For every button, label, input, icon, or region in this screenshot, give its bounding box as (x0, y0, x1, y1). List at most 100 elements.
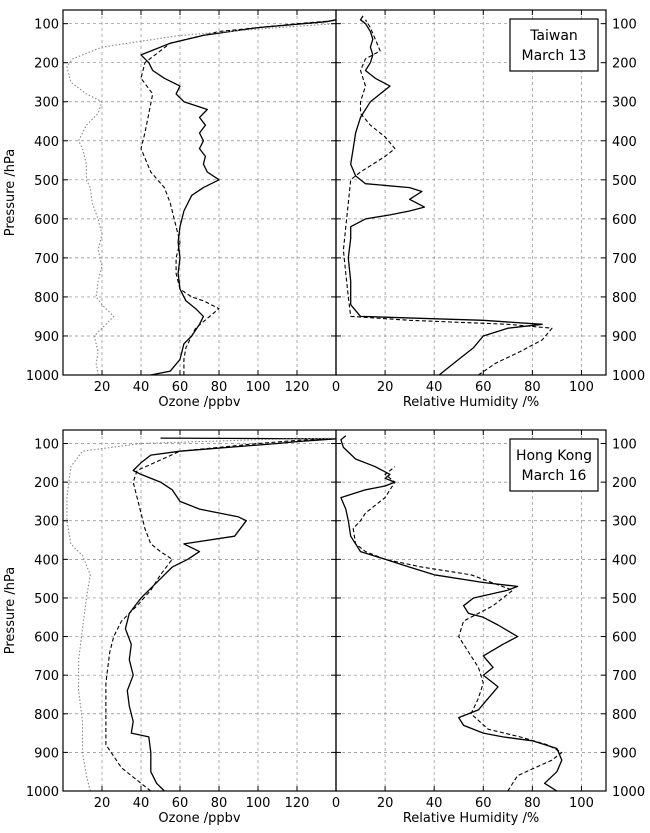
legend-line: Hong Kong (516, 448, 592, 464)
y-tick-label: 200 (612, 476, 637, 491)
x-tick-label: 20 (94, 796, 111, 811)
plot-frame (335, 9, 607, 376)
legend-box: Hong Kong March 16 (509, 438, 599, 492)
y-tick-label: 1000 (612, 785, 645, 800)
y-tick-label: 600 (34, 213, 59, 228)
x-tick-label: 80 (211, 380, 228, 395)
legend-frame (509, 438, 599, 492)
series-group (66, 19, 336, 375)
y-tick-label: 200 (34, 476, 59, 491)
panel-1-ozone: 20 40 60 80 100 120 100 200 300 400 500 600 700 800 90… (3, 9, 337, 410)
series-solid-line (140, 19, 336, 375)
grid (63, 10, 336, 375)
y-axis-label: Pressure /hPa (3, 149, 18, 236)
x-tick-label: 100 (246, 796, 271, 811)
y-tick-label: 800 (34, 708, 59, 723)
y-tick-label: 1000 (612, 369, 645, 384)
x-tick-label: 80 (524, 380, 541, 395)
plot-frame (335, 429, 607, 792)
series-dashed-line (342, 19, 553, 375)
y-tick-label: 800 (612, 291, 637, 306)
plot-frame (62, 9, 337, 376)
x-tick-label: 40 (426, 796, 443, 811)
y-tick-label: 600 (612, 213, 637, 228)
y-tick-label: 800 (34, 291, 59, 306)
y-tick-label: 200 (34, 57, 59, 72)
series-dashed-line (140, 19, 336, 375)
y-tick-label: 900 (612, 330, 637, 345)
y-tick-label: 400 (612, 553, 637, 568)
y-tick-label: 900 (34, 330, 59, 345)
y-tick-label: 300 (34, 515, 59, 530)
series-solid-line (340, 435, 563, 791)
y-tick-label: 700 (612, 669, 637, 684)
y-tick-label: 500 (612, 592, 637, 607)
x-tick-label: 20 (94, 380, 111, 395)
y-tick-label: 400 (34, 553, 59, 568)
x-tick-label: 60 (172, 796, 189, 811)
x-axis-label: Relative Humidity /% (403, 811, 539, 826)
x-tick-label: 100 (569, 380, 594, 395)
y-tick-label: 400 (612, 135, 637, 150)
x-axis-label: Ozone /ppbv (158, 811, 241, 826)
y-tick-label: 1000 (26, 785, 59, 800)
y-tick-label: 300 (612, 96, 637, 111)
y-tick-label: 600 (612, 631, 637, 646)
x-tick-label: 80 (211, 796, 228, 811)
y-tick-label: 700 (34, 669, 59, 684)
series-solid-line (347, 15, 543, 375)
x-tick-label: 60 (475, 796, 492, 811)
y-tick-label: 900 (34, 746, 59, 761)
y-tick-label: 700 (612, 252, 637, 267)
panel-2-relative-humidity: 0 20 40 60 80 100 100 200 300 400 500 600 700 800 900 1… (332, 9, 645, 410)
legend-line: Taiwan (529, 28, 578, 44)
y-tick-label: 800 (612, 708, 637, 723)
x-tick-label: 60 (172, 380, 189, 395)
x-tick-label: 20 (377, 796, 394, 811)
x-tick-label: 20 (377, 380, 394, 395)
x-tick-label: 60 (475, 380, 492, 395)
y-tick-label: 400 (34, 135, 59, 150)
y-tick-label: 100 (34, 18, 59, 33)
y-tick-label: 500 (612, 174, 637, 189)
series-group (66, 437, 336, 791)
x-tick-label: 100 (569, 796, 594, 811)
x-tick-label: 100 (246, 380, 271, 395)
y-tick-label: 100 (612, 18, 637, 33)
x-tick-label: 120 (285, 796, 310, 811)
legend-box: Taiwan March 13 (509, 18, 599, 72)
series-group (342, 15, 553, 375)
legend-line: March 16 (522, 468, 587, 484)
series-dashed-line (105, 438, 336, 791)
y-tick-label: 300 (612, 515, 637, 530)
grid (63, 430, 336, 791)
series-solid-line (124, 437, 336, 791)
plot-frame (62, 429, 337, 792)
panel-4-relative-humidity: 0 20 40 60 80 100 100 200 300 400 500 600 700 800 900 1… (332, 429, 645, 826)
y-tick-label: 100 (34, 438, 59, 453)
y-tick-label: 500 (34, 592, 59, 607)
series-group (340, 435, 563, 791)
x-tick-label: 40 (426, 380, 443, 395)
y-tick-label: 500 (34, 174, 59, 189)
y-tick-label: 300 (34, 96, 59, 111)
x-tick-label: 120 (285, 380, 310, 395)
legend-frame (509, 18, 599, 72)
x-tick-label: 40 (133, 380, 150, 395)
series-dotted-line (66, 437, 336, 791)
y-tick-label: 200 (612, 57, 637, 72)
y-tick-label: 900 (612, 746, 637, 761)
series-dotted-line (66, 23, 336, 375)
y-tick-label: 1000 (26, 369, 59, 384)
y-tick-label: 700 (34, 252, 59, 267)
x-tick-label: 0 (332, 380, 340, 395)
y-axis-label: Pressure /hPa (3, 567, 18, 654)
y-tick-label: 600 (34, 631, 59, 646)
x-axis-label: Ozone /ppbv (158, 395, 241, 410)
panel-3-ozone: 20 40 60 80 100 120 100 200 300 400 500 600 700 800 90… (3, 429, 337, 826)
x-axis-label: Relative Humidity /% (403, 395, 539, 410)
legend-line: March 13 (522, 48, 587, 64)
x-tick-label: 40 (133, 796, 150, 811)
y-tick-label: 100 (612, 438, 637, 453)
